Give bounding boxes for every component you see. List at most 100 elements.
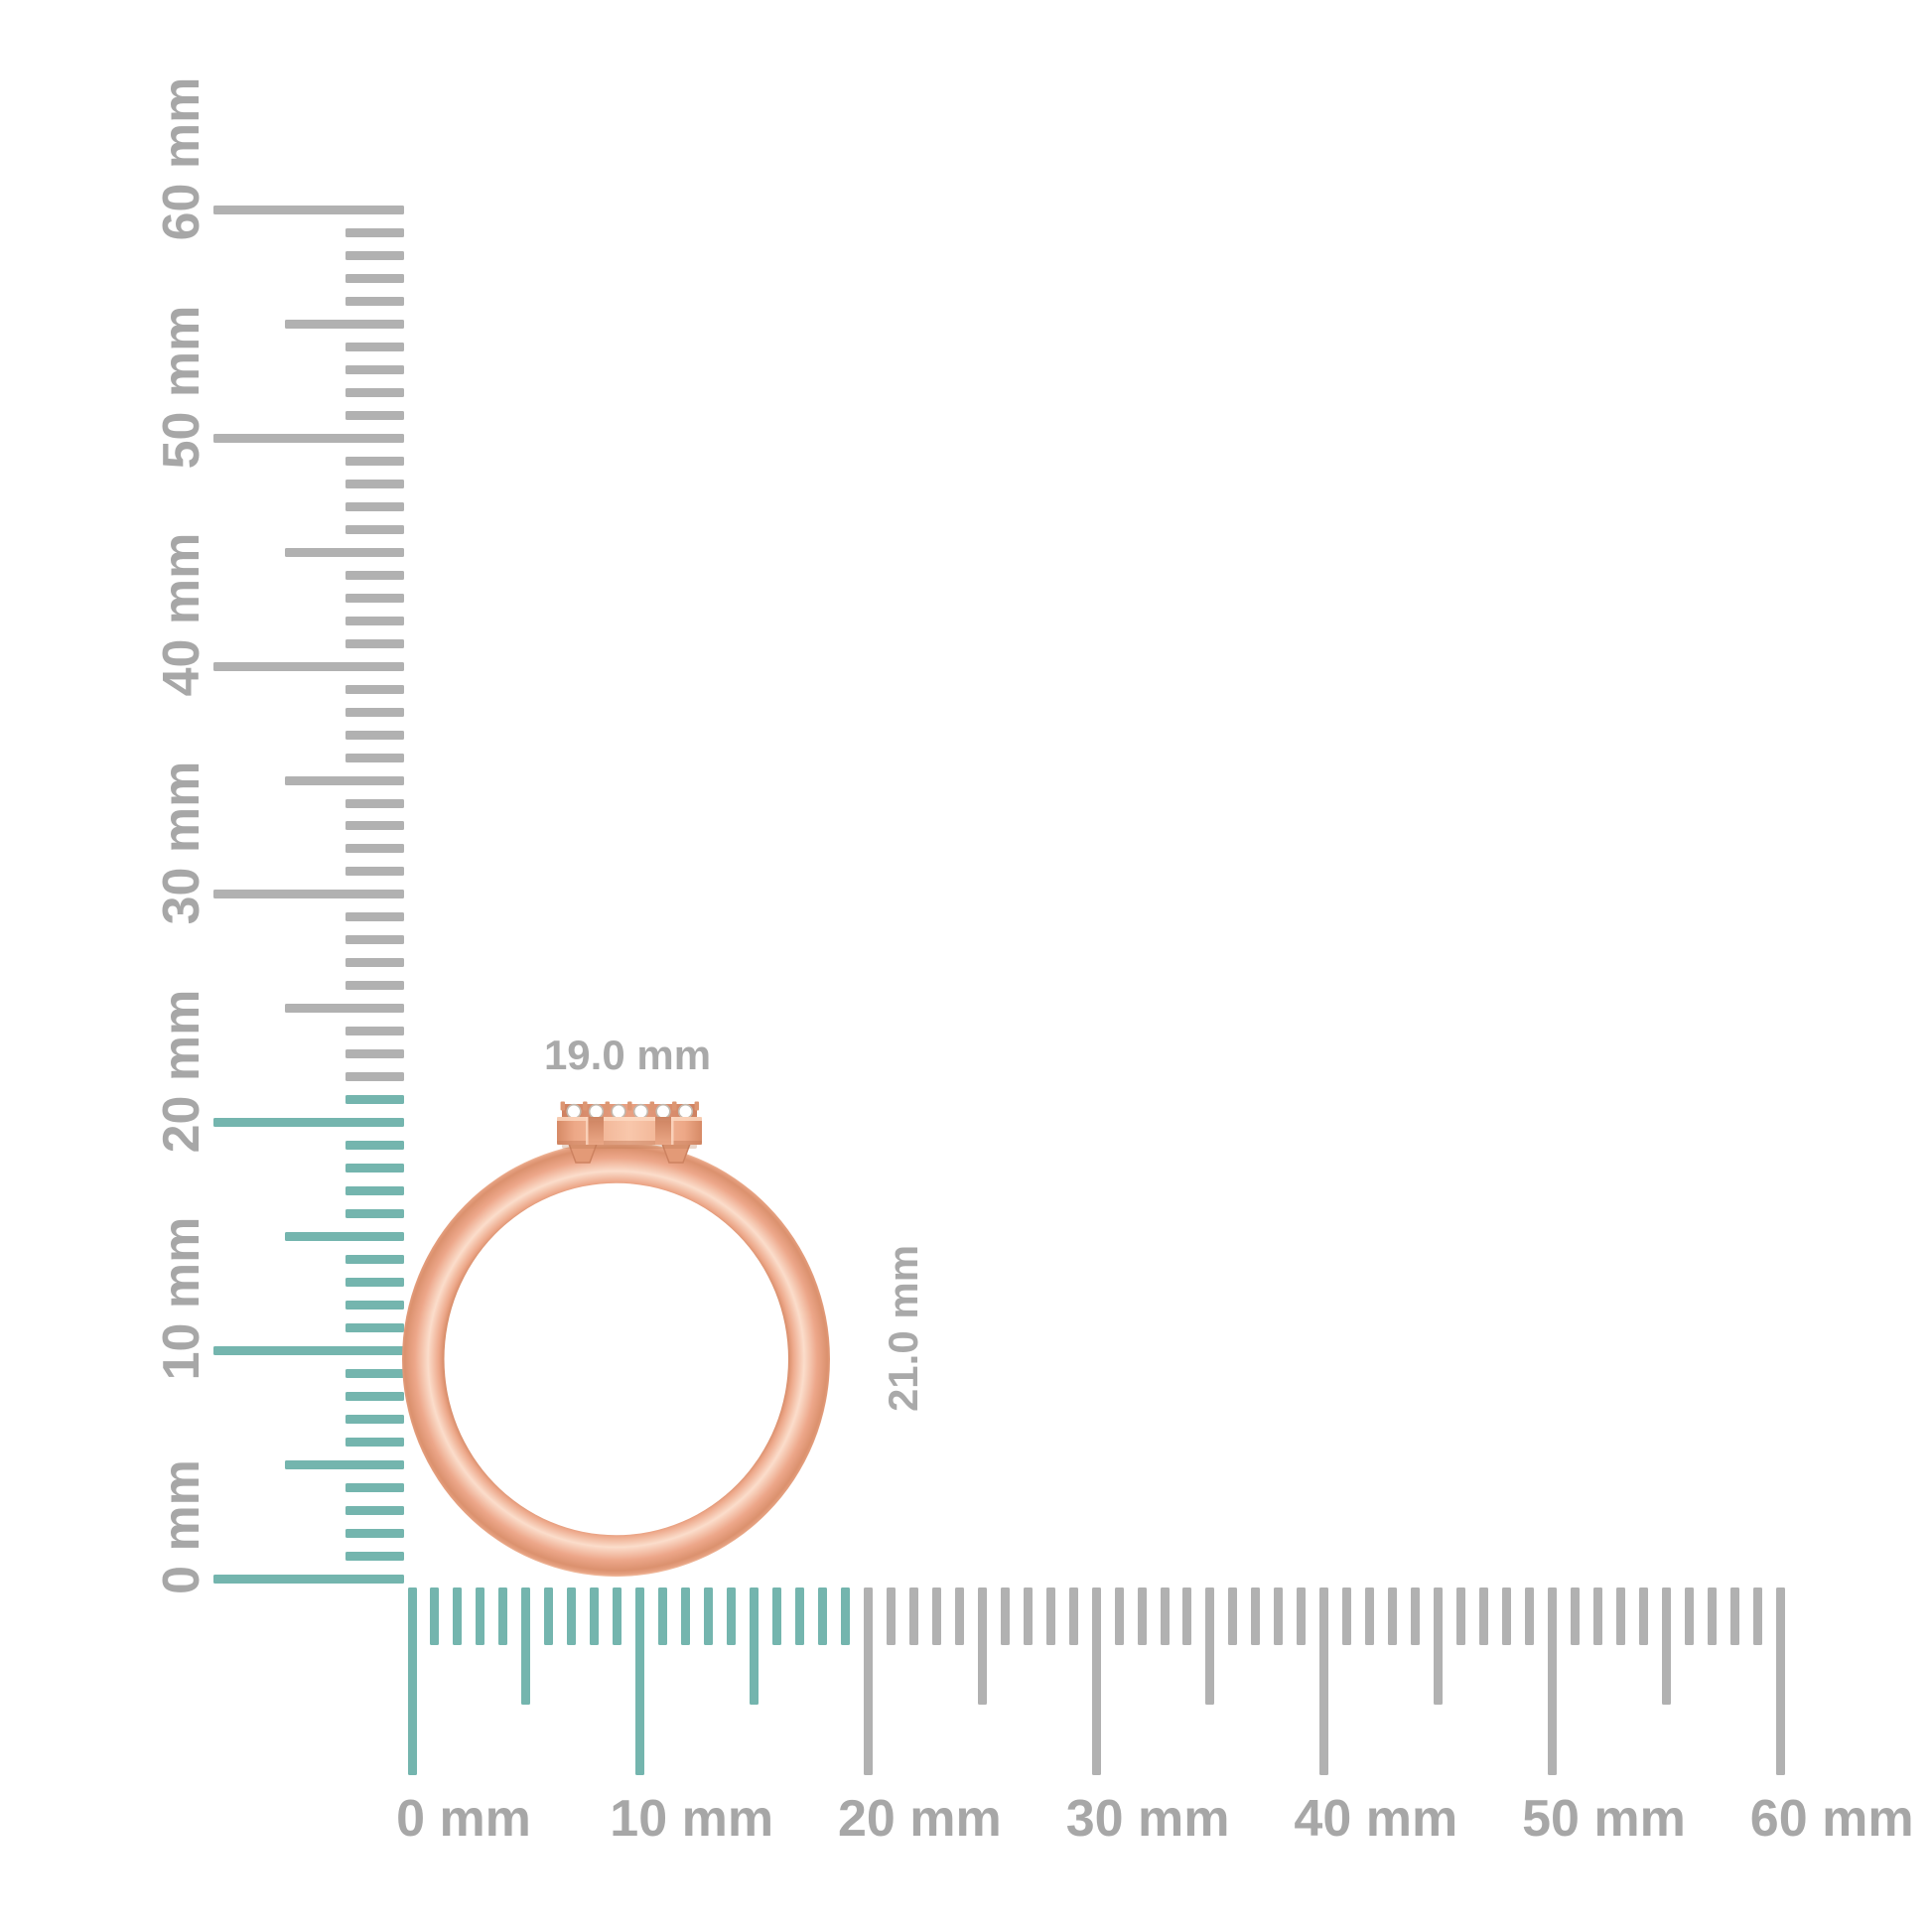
v-ruler-tick-48mm — [345, 479, 404, 488]
v-ruler-tick-53mm — [345, 365, 404, 375]
h-ruler-tick-52mm — [1592, 1587, 1602, 1645]
v-ruler-tick-35mm — [285, 775, 404, 785]
v-ruler-tick-0mm — [213, 1574, 404, 1584]
v-ruler-tick-56mm — [345, 297, 404, 307]
h-ruler-tick-60mm — [1775, 1587, 1785, 1775]
v-ruler-tick-7mm — [345, 1414, 404, 1424]
h-ruler-tick-3mm — [476, 1587, 485, 1645]
h-ruler-tick-29mm — [1068, 1587, 1078, 1645]
v-ruler-tick-49mm — [345, 456, 404, 466]
diamond-stone — [677, 1103, 694, 1120]
h-ruler-tick-13mm — [704, 1587, 714, 1645]
h-ruler-tick-57mm — [1707, 1587, 1717, 1645]
h-ruler-tick-4mm — [498, 1587, 508, 1645]
v-ruler-tick-40mm — [213, 661, 404, 671]
plaque-seam-right — [655, 1117, 671, 1145]
h-ruler-tick-45mm — [1434, 1587, 1444, 1705]
h-ruler-tick-47mm — [1479, 1587, 1489, 1645]
h-ruler-label-40mm: 40 mm — [1294, 1790, 1458, 1848]
v-ruler-tick-60mm — [213, 206, 404, 215]
h-ruler-tick-8mm — [590, 1587, 600, 1645]
h-ruler-tick-23mm — [931, 1587, 941, 1645]
v-ruler-tick-1mm — [345, 1551, 404, 1561]
h-ruler-tick-55mm — [1661, 1587, 1671, 1705]
h-ruler-tick-49mm — [1525, 1587, 1535, 1645]
h-ruler-tick-59mm — [1752, 1587, 1762, 1645]
h-ruler-label-30mm: 30 mm — [1065, 1790, 1230, 1848]
h-ruler-label-50mm: 50 mm — [1522, 1790, 1686, 1848]
diamond-stone — [611, 1103, 626, 1120]
h-ruler-tick-26mm — [1000, 1587, 1010, 1645]
v-ruler-tick-12mm — [345, 1300, 404, 1310]
prong — [560, 1101, 566, 1111]
v-ruler-tick-29mm — [345, 912, 404, 922]
prong — [649, 1101, 655, 1111]
v-ruler-tick-55mm — [285, 320, 404, 330]
v-ruler-tick-16mm — [345, 1208, 404, 1218]
ring-band — [401, 1141, 830, 1578]
h-ruler-tick-40mm — [1319, 1587, 1329, 1775]
prong — [627, 1101, 632, 1111]
v-ruler-tick-3mm — [345, 1505, 404, 1515]
diamond-stone — [632, 1103, 649, 1120]
h-ruler-tick-38mm — [1274, 1587, 1284, 1645]
v-ruler-tick-25mm — [285, 1004, 404, 1014]
v-ruler-tick-50mm — [213, 434, 404, 443]
v-ruler-tick-18mm — [345, 1164, 404, 1173]
v-ruler-tick-21mm — [345, 1095, 404, 1105]
h-ruler-tick-12mm — [681, 1587, 691, 1645]
v-ruler-tick-31mm — [345, 867, 404, 877]
diamond-stone — [655, 1103, 671, 1120]
v-ruler-tick-26mm — [345, 981, 404, 991]
h-ruler-tick-41mm — [1342, 1587, 1352, 1645]
v-ruler-tick-30mm — [213, 890, 404, 899]
plaque-seam-right-edge — [671, 1117, 674, 1145]
h-ruler-tick-11mm — [658, 1587, 668, 1645]
h-ruler-tick-31mm — [1114, 1587, 1124, 1645]
h-ruler-tick-15mm — [750, 1587, 759, 1705]
v-ruler-tick-9mm — [345, 1368, 404, 1378]
h-ruler-tick-0mm — [407, 1587, 417, 1775]
v-ruler-tick-17mm — [345, 1186, 404, 1195]
v-ruler-tick-10mm — [213, 1345, 404, 1355]
v-ruler-tick-43mm — [345, 593, 404, 603]
h-ruler-tick-28mm — [1045, 1587, 1055, 1645]
plaque-bar-top-highlight — [557, 1117, 702, 1121]
diamond-row — [566, 1103, 694, 1120]
v-ruler-tick-38mm — [345, 707, 404, 717]
height-dimension-label: 21.0 mm — [880, 1244, 926, 1413]
plaque-bar — [557, 1117, 702, 1145]
v-ruler-tick-2mm — [345, 1528, 404, 1538]
h-ruler-tick-22mm — [908, 1587, 918, 1645]
v-ruler-tick-24mm — [345, 1027, 404, 1036]
v-ruler-tick-19mm — [345, 1141, 404, 1151]
h-ruler-tick-33mm — [1160, 1587, 1170, 1645]
v-ruler-tick-59mm — [345, 228, 404, 238]
v-ruler-tick-33mm — [345, 821, 404, 831]
v-ruler-tick-32mm — [345, 844, 404, 854]
v-ruler-tick-52mm — [345, 388, 404, 398]
v-ruler-tick-28mm — [345, 935, 404, 945]
v-ruler-tick-6mm — [345, 1437, 404, 1447]
plaque-shadow — [562, 1144, 697, 1149]
h-ruler-tick-21mm — [886, 1587, 896, 1645]
v-ruler-tick-36mm — [345, 753, 404, 762]
h-ruler-tick-36mm — [1228, 1587, 1238, 1645]
width-dimension-label: 19.0 mm — [543, 1032, 712, 1078]
h-ruler-tick-19mm — [840, 1587, 850, 1645]
h-ruler-tick-58mm — [1729, 1587, 1739, 1645]
v-ruler-tick-58mm — [345, 251, 404, 261]
v-ruler-tick-11mm — [345, 1322, 404, 1332]
v-ruler-tick-27mm — [345, 958, 404, 968]
h-ruler-tick-7mm — [567, 1587, 577, 1645]
h-ruler-tick-37mm — [1251, 1587, 1261, 1645]
h-ruler-tick-18mm — [817, 1587, 827, 1645]
v-ruler-tick-5mm — [285, 1459, 404, 1469]
h-ruler-tick-17mm — [794, 1587, 804, 1645]
plaque-bar-bottom-shade — [557, 1141, 702, 1145]
v-ruler-tick-42mm — [345, 616, 404, 625]
h-ruler-tick-30mm — [1091, 1587, 1101, 1775]
h-ruler-label-60mm: 60 mm — [1749, 1790, 1914, 1848]
v-ruler-tick-57mm — [345, 274, 404, 284]
